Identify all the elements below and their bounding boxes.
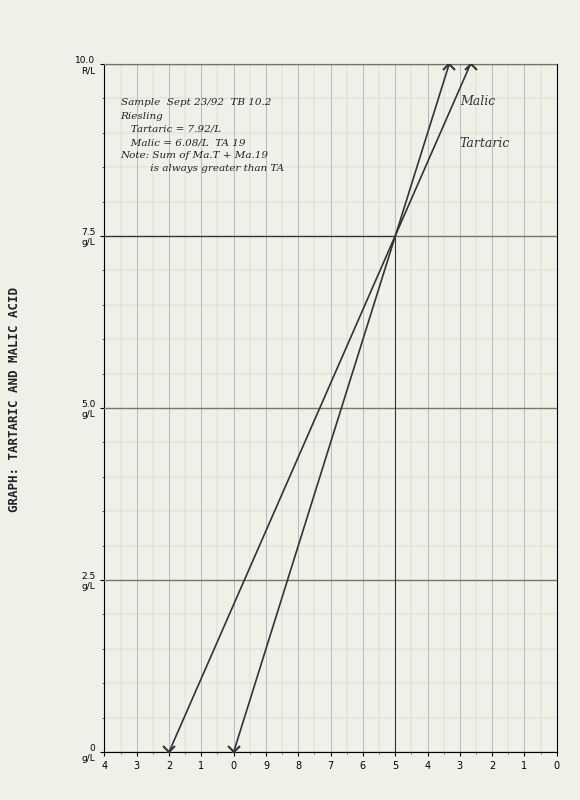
Text: Tartaric: Tartaric [460,137,510,150]
Text: Sample  Sept 23/92  TB 10.2
Riesling
   Tartaric = 7.92/L
   Malic = 6.08/L  TA : Sample Sept 23/92 TB 10.2 Riesling Tarta… [121,98,284,174]
Text: Malic: Malic [460,95,495,108]
Text: GRAPH: TARTARIC AND MALIC ACID: GRAPH: TARTARIC AND MALIC ACID [8,287,21,513]
